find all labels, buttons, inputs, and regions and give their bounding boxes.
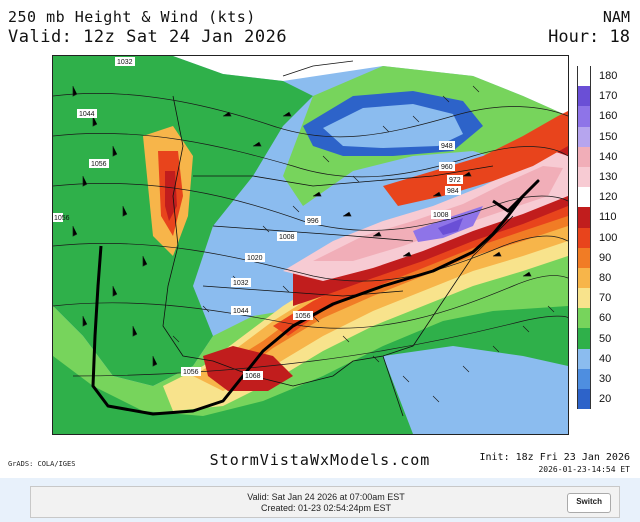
height-label: 1068 bbox=[245, 373, 261, 380]
colorbar-row: 150 bbox=[577, 126, 637, 147]
colorbar-swatch bbox=[577, 308, 591, 329]
colorbar-row: 120 bbox=[577, 187, 637, 208]
wind-map-graphic: 1032 1044 1056 1020 1008 996 1032 1044 1… bbox=[53, 56, 568, 434]
colorbar-row: 50 bbox=[577, 328, 637, 349]
colorbar-swatch bbox=[577, 389, 591, 410]
height-label: 1056 bbox=[295, 313, 311, 320]
colorbar-swatch bbox=[577, 86, 591, 107]
height-labels: 1032 1044 1056 1020 1008 996 1032 1044 1… bbox=[53, 57, 463, 380]
colorbar-tick-label: 40 bbox=[599, 352, 612, 365]
colorbar-tick-label: 80 bbox=[599, 271, 612, 284]
colorbar-top-arrow bbox=[577, 58, 591, 66]
colorbar-swatch bbox=[577, 66, 591, 87]
colorbar-row: 100 bbox=[577, 227, 637, 248]
height-label: 1008 bbox=[279, 234, 295, 241]
map-boundaries bbox=[162, 60, 514, 417]
colorbar-swatch bbox=[577, 126, 591, 147]
height-label: 1032 bbox=[233, 280, 249, 287]
valid-time: Valid: 12z Sat 24 Jan 2026 bbox=[8, 27, 288, 47]
height-label: 1056 bbox=[91, 161, 107, 168]
created-stamp: 2026-01-23-14:54 ET bbox=[538, 465, 630, 474]
grads-credit: GrADS: COLA/IGES bbox=[8, 460, 76, 468]
colorbar-swatch bbox=[577, 288, 591, 309]
low-wind-inner bbox=[323, 104, 463, 148]
height-label: 984 bbox=[447, 188, 459, 195]
model-name: NAM bbox=[602, 8, 630, 26]
colorbar-row: 90 bbox=[577, 247, 637, 268]
wind-map: 1032 1044 1056 1020 1008 996 1032 1044 1… bbox=[52, 55, 569, 435]
colorbar-tick-label: 170 bbox=[599, 90, 618, 103]
colorbar-row: 40 bbox=[577, 348, 637, 369]
colorbar-tick-label: 60 bbox=[599, 312, 612, 325]
colorbar-tick-label: 30 bbox=[599, 372, 612, 385]
height-label: 1032 bbox=[117, 59, 133, 66]
colorbar-row: 130 bbox=[577, 166, 637, 188]
colorbar-swatch bbox=[577, 166, 591, 188]
model-info: NAM Hour: 18 bbox=[548, 8, 630, 47]
colorbar-tick-label: 160 bbox=[599, 110, 618, 123]
height-label: 1020 bbox=[247, 255, 263, 262]
low-wind-area bbox=[173, 56, 568, 116]
height-label: 948 bbox=[441, 143, 453, 150]
height-label: 1056 bbox=[183, 369, 199, 376]
northern-jet-band bbox=[383, 111, 568, 206]
colorbar-row: 140 bbox=[577, 146, 637, 167]
colorbar-row: 60 bbox=[577, 308, 637, 329]
forecast-hour: Hour: 18 bbox=[548, 27, 630, 47]
status-text: Valid: Sat Jan 24 2026 at 07:00am EST Cr… bbox=[31, 492, 621, 514]
height-label: 960 bbox=[441, 164, 453, 171]
init-info: Init: 18z Fri 23 Jan 2026 2026-01-23-14:… bbox=[479, 452, 630, 474]
colorbar-tick-label: 20 bbox=[599, 393, 612, 406]
colorbar-tick-label: 110 bbox=[599, 211, 617, 224]
colorbar-row: 170 bbox=[577, 86, 637, 107]
forecast-map-panel: 250 mb Height & Wind (kts) Valid: 12z Sa… bbox=[0, 0, 640, 478]
height-label: 1044 bbox=[79, 111, 95, 118]
height-label: 1056 bbox=[54, 215, 70, 222]
colorbar-row: 20 bbox=[577, 389, 637, 410]
colorbar-row: 30 bbox=[577, 368, 637, 389]
status-created: Created: 01-23 02:54:24pm EST bbox=[260, 503, 392, 513]
colorbar-tick-label: 100 bbox=[599, 231, 618, 244]
height-label: 972 bbox=[449, 177, 461, 184]
colorbar-swatch bbox=[577, 187, 591, 208]
colorbar-row: 110 bbox=[577, 207, 637, 228]
switch-button[interactable]: Switch bbox=[567, 493, 611, 513]
colorbar-swatch bbox=[577, 328, 591, 349]
colorbar-tick-label: 50 bbox=[599, 332, 612, 345]
colorbar-swatch bbox=[577, 146, 591, 167]
status-bar: Valid: Sat Jan 24 2026 at 07:00am EST Cr… bbox=[30, 486, 620, 518]
init-time: Init: 18z Fri 23 Jan 2026 bbox=[479, 452, 630, 463]
colorbar-swatch bbox=[577, 227, 591, 248]
colorbar-swatch bbox=[577, 348, 591, 369]
jet-axis-line bbox=[91, 179, 540, 416]
colorbar-swatch bbox=[577, 247, 591, 268]
height-label: 1044 bbox=[233, 308, 249, 315]
colorbar-tick-label: 70 bbox=[599, 292, 612, 305]
colorbar-swatch bbox=[577, 267, 591, 289]
main-jet-170kt bbox=[438, 218, 463, 235]
colorbar-row: 70 bbox=[577, 288, 637, 309]
colorbar-row: 160 bbox=[577, 106, 637, 127]
colorbar-tick-label: 90 bbox=[599, 251, 612, 264]
colorbar-tick-label: 120 bbox=[599, 191, 618, 204]
site-brand: StormVistaWxModels.com bbox=[209, 451, 431, 469]
colorbar-row: 180 bbox=[577, 66, 637, 87]
colorbar-swatch bbox=[577, 207, 591, 228]
colorbar-tick-label: 180 bbox=[599, 70, 618, 83]
colorbar-row: 80 bbox=[577, 267, 637, 289]
product-title: 250 mb Height & Wind (kts) bbox=[8, 8, 256, 26]
wind-band-caribbean bbox=[383, 346, 568, 434]
colorbar-swatch bbox=[577, 368, 591, 389]
status-valid: Valid: Sat Jan 24 2026 at 07:00am EST bbox=[247, 492, 405, 502]
colorbar-swatch bbox=[577, 106, 591, 127]
colorbar-tick-label: 150 bbox=[599, 130, 618, 143]
colorbar-tick-label: 140 bbox=[599, 150, 618, 163]
height-label: 996 bbox=[307, 218, 319, 225]
wind-speed-colorbar: 180 170 160 150 140 130 120 110 100 90 80 70 60 50 40 3… bbox=[577, 58, 637, 410]
map-title: 250 mb Height & Wind (kts) Valid: 12z Sa… bbox=[8, 8, 287, 47]
height-label: 1008 bbox=[433, 212, 449, 219]
colorbar-tick-label: 130 bbox=[599, 171, 618, 184]
